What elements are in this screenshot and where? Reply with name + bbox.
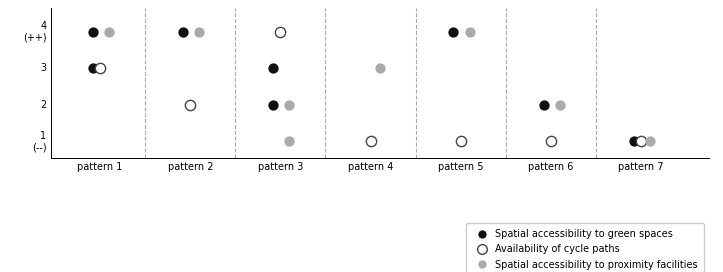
- Point: [194, 30, 205, 34]
- Point: [283, 139, 295, 144]
- Point: [87, 30, 99, 34]
- Legend: Spatial accessibility to green spaces, Availability of cycle paths, Spatial acce: Spatial accessibility to green spaces, A…: [466, 223, 703, 272]
- Point: [554, 103, 565, 107]
- Point: [628, 139, 640, 144]
- Point: [268, 103, 279, 107]
- Point: [636, 139, 647, 144]
- Point: [455, 139, 466, 144]
- Point: [374, 66, 385, 70]
- Point: [103, 30, 115, 34]
- Point: [177, 30, 189, 34]
- Point: [268, 66, 279, 70]
- Point: [545, 139, 557, 144]
- Point: [538, 103, 549, 107]
- Point: [644, 139, 656, 144]
- Point: [448, 30, 459, 34]
- Point: [184, 103, 196, 107]
- Point: [464, 30, 476, 34]
- Point: [283, 103, 295, 107]
- Point: [87, 66, 99, 70]
- Point: [275, 30, 286, 34]
- Point: [365, 139, 377, 144]
- Point: [95, 66, 106, 70]
